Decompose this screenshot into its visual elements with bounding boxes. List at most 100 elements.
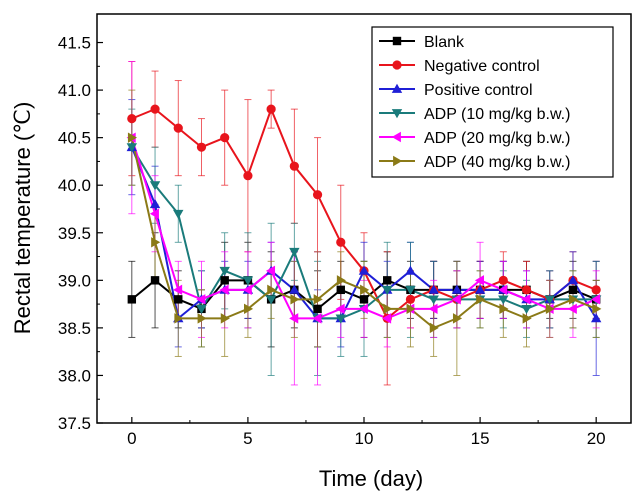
data-point	[173, 209, 184, 219]
data-point	[174, 295, 183, 304]
data-point	[382, 285, 393, 296]
data-point	[358, 265, 370, 275]
data-point	[476, 294, 486, 305]
data-point	[405, 265, 416, 275]
legend-marker	[391, 83, 403, 93]
legend-label: Negative control	[424, 58, 540, 75]
data-point	[406, 303, 416, 315]
data-point	[569, 294, 579, 305]
data-point	[313, 294, 323, 305]
legend-box	[371, 26, 614, 178]
data-point	[336, 275, 346, 286]
data-point	[173, 123, 183, 133]
data-point	[428, 284, 439, 294]
data-point	[290, 294, 300, 305]
legend-label: ADP (20 mg/kg b.w.)	[424, 130, 570, 147]
data-point	[590, 294, 601, 305]
data-point	[522, 313, 532, 324]
data-point	[244, 303, 254, 315]
data-point	[312, 313, 322, 324]
y-tick-label: 40.0	[58, 176, 91, 195]
legend-marker	[392, 60, 402, 70]
data-point	[358, 303, 368, 315]
x-tick-label: 10	[355, 429, 374, 448]
y-axis-title: Rectal temperature (℃)	[10, 102, 35, 335]
series-markers	[126, 104, 602, 334]
data-point	[336, 285, 345, 295]
data-point	[312, 190, 323, 200]
data-point	[591, 285, 601, 295]
data-point	[474, 275, 484, 286]
data-point	[383, 303, 393, 315]
data-point	[567, 275, 579, 285]
data-point	[243, 171, 253, 181]
y-tick-label: 37.5	[58, 414, 91, 433]
data-point	[405, 285, 416, 296]
data-point	[242, 284, 252, 296]
data-point	[149, 208, 159, 219]
data-point	[429, 322, 439, 334]
data-point	[405, 294, 416, 304]
data-point	[289, 313, 299, 324]
x-tick-label: 0	[127, 429, 136, 448]
data-point	[289, 247, 300, 257]
x-tick-label: 5	[243, 429, 252, 448]
x-tick-label: 20	[587, 429, 606, 448]
data-point	[151, 237, 161, 248]
data-point	[127, 132, 138, 143]
data-point	[150, 276, 160, 285]
data-point	[266, 104, 276, 114]
data-point	[289, 284, 300, 294]
data-point	[359, 295, 369, 304]
axes: 37.5 38.0 38.5 39.0 39.5 40.0 40.5 41.0 41.5 0 5 10…	[58, 34, 606, 448]
legend-label: ADP (10 mg/kg b.w.)	[424, 106, 570, 123]
data-point	[428, 295, 439, 305]
x-tick-label: 15	[471, 429, 490, 448]
data-point	[127, 295, 137, 304]
data-point	[360, 284, 370, 296]
data-point	[197, 313, 207, 324]
data-point	[220, 133, 230, 143]
data-point	[521, 285, 532, 295]
data-point	[150, 104, 160, 114]
data-point	[544, 295, 555, 305]
data-point	[498, 284, 508, 296]
data-point	[590, 313, 602, 323]
data-point	[498, 295, 509, 305]
y-tick-label: 41.5	[58, 34, 91, 53]
data-point	[474, 284, 486, 294]
data-point	[335, 303, 345, 315]
data-point	[451, 284, 463, 294]
data-point	[313, 304, 322, 314]
data-point	[335, 314, 346, 324]
data-point	[452, 313, 463, 324]
data-point	[428, 303, 438, 315]
data-point	[220, 276, 229, 285]
data-point	[126, 143, 138, 153]
data-point	[219, 266, 230, 277]
y-tick-label: 39.5	[58, 224, 91, 243]
data-point	[521, 304, 532, 315]
data-point	[567, 303, 577, 315]
data-point	[196, 142, 207, 152]
y-tick-label: 40.5	[58, 129, 91, 148]
data-point	[499, 303, 509, 315]
y-tick-label: 38.0	[58, 366, 91, 385]
data-point	[265, 265, 276, 277]
data-point	[149, 181, 161, 191]
data-point	[220, 313, 230, 324]
data-point	[383, 276, 392, 285]
y-tick-label: 39.0	[58, 271, 91, 290]
data-point	[127, 114, 137, 124]
data-point	[498, 275, 508, 285]
data-point	[173, 284, 183, 296]
data-point	[265, 295, 277, 305]
data-point	[196, 294, 206, 305]
legend: Blank Negative control Positive control ADP…	[371, 26, 614, 178]
data-point	[336, 237, 346, 247]
legend-marker	[391, 109, 403, 119]
data-point	[451, 294, 461, 305]
data-point	[592, 303, 602, 315]
data-point	[382, 313, 392, 324]
